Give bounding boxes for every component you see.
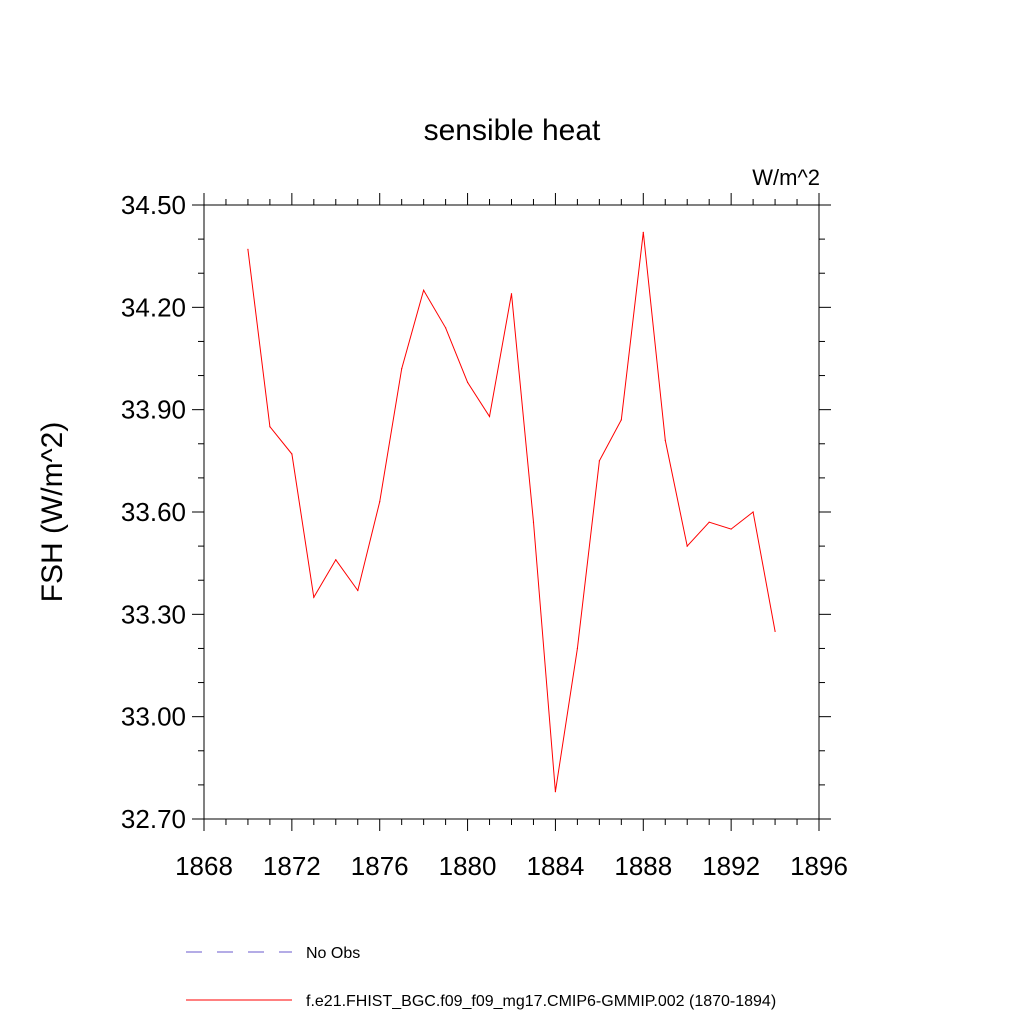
y-tick-label: 33.90	[121, 395, 186, 425]
x-tick-label: 1896	[790, 851, 848, 881]
chart-title: sensible heat	[424, 114, 601, 147]
legend-label-model-run: f.e21.FHIST_BGC.f09_f09_mg17.CMIP6-GMMIP…	[306, 993, 776, 1010]
x-tick-label: 1876	[351, 851, 409, 881]
data-point	[598, 460, 600, 462]
y-tick-label: 34.20	[121, 292, 186, 322]
data-point	[664, 439, 666, 441]
data-point	[620, 419, 622, 421]
data-point	[335, 559, 337, 561]
plot-frame	[203, 204, 820, 820]
data-point	[445, 327, 447, 329]
data-point	[357, 589, 359, 592]
axis-tick-labels: 1868 1872 1876 1880 1884 1888 1892 1896 32.70 33.…	[121, 190, 848, 881]
y-tick-label: 34.50	[121, 190, 186, 220]
x-tick-label: 1892	[702, 851, 760, 881]
data-point	[774, 630, 776, 632]
data-point	[532, 521, 535, 523]
data-point	[510, 293, 513, 295]
x-tick-label: 1868	[175, 851, 233, 881]
series-group	[247, 231, 776, 793]
y-tick-label: 33.00	[121, 702, 186, 732]
units-label: W/m^2	[752, 165, 820, 190]
data-point	[466, 381, 469, 383]
data-point	[686, 545, 688, 547]
x-tick-label: 1884	[527, 851, 585, 881]
legend: No Obs f.e21.FHIST_BGC.f09_f09_mg17.CMIP…	[186, 945, 776, 1010]
x-tick-label: 1872	[263, 851, 321, 881]
y-tick-label: 33.30	[121, 599, 186, 629]
axis-ticks	[192, 193, 831, 831]
data-point	[247, 248, 249, 250]
data-point	[423, 289, 425, 291]
data-point	[488, 415, 491, 418]
data-point	[269, 426, 271, 428]
data-point	[576, 647, 578, 650]
y-axis-label: FSH (W/m^2)	[36, 422, 69, 603]
y-tick-label: 32.70	[121, 804, 186, 834]
y-tick-label: 33.60	[121, 497, 186, 527]
data-point	[379, 501, 381, 503]
data-point	[291, 453, 293, 455]
x-tick-label: 1888	[614, 851, 672, 881]
data-point	[642, 231, 644, 233]
data-point	[554, 791, 557, 793]
data-point	[401, 368, 403, 370]
data-point	[730, 528, 732, 530]
x-tick-label: 1880	[439, 851, 497, 881]
data-point	[313, 596, 315, 598]
legend-label-no-obs: No Obs	[306, 945, 360, 962]
data-point	[752, 511, 754, 513]
data-point	[708, 521, 710, 523]
